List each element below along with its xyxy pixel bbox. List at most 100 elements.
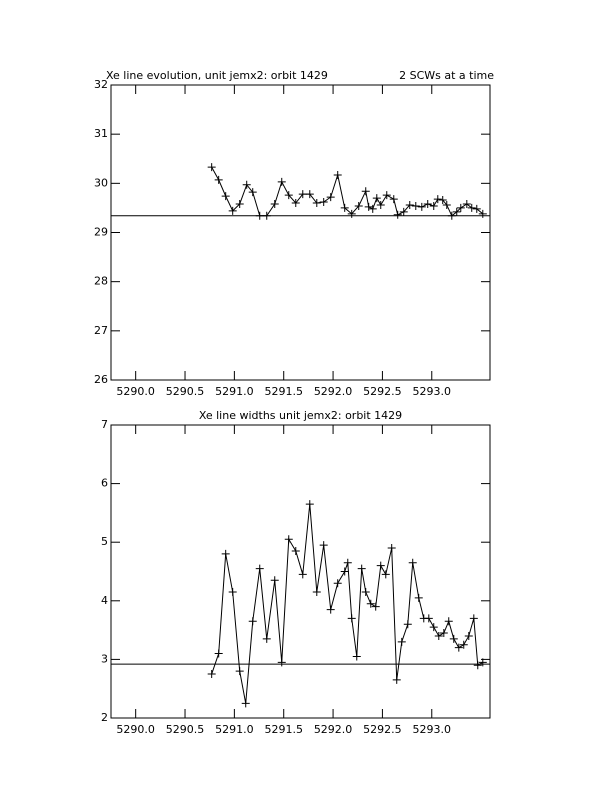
x-tick-label: 5291.5 bbox=[264, 385, 303, 398]
y-tick-label: 6 bbox=[101, 477, 108, 490]
data-point bbox=[452, 207, 461, 216]
chart-title: Xe line widths unit jemx2: orbit 1429 bbox=[199, 409, 402, 422]
x-tick-label: 5291.5 bbox=[264, 723, 303, 736]
x-tick-label: 5292.5 bbox=[363, 385, 402, 398]
data-point bbox=[352, 652, 361, 661]
data-point bbox=[439, 629, 448, 638]
data-point bbox=[354, 201, 363, 210]
data-point bbox=[340, 567, 349, 576]
data-point bbox=[248, 617, 257, 626]
y-tick-label: 27 bbox=[94, 324, 108, 337]
data-point bbox=[221, 192, 230, 201]
plot-frame bbox=[110, 84, 491, 381]
y-tick-label: 7 bbox=[101, 418, 108, 431]
data-point bbox=[392, 675, 401, 684]
data-point bbox=[414, 593, 423, 602]
data-point bbox=[326, 193, 335, 202]
data-point bbox=[403, 620, 412, 629]
data-point bbox=[393, 210, 402, 219]
data-point bbox=[284, 191, 293, 200]
plot-frame bbox=[110, 424, 491, 719]
data-point bbox=[347, 209, 356, 218]
data-point bbox=[366, 599, 375, 608]
data-point bbox=[326, 605, 335, 614]
data-point bbox=[389, 195, 398, 204]
data-point bbox=[399, 207, 408, 216]
y-tick-label: 26 bbox=[94, 373, 108, 386]
x-tick-label: 5290.5 bbox=[166, 723, 205, 736]
data-point bbox=[357, 564, 366, 573]
data-point bbox=[462, 199, 471, 208]
data-point bbox=[429, 201, 438, 210]
data-point bbox=[312, 199, 321, 207]
data-point bbox=[442, 200, 451, 209]
data-point bbox=[368, 204, 377, 213]
chart-subtitle: 2 SCWs at a time bbox=[399, 69, 494, 82]
data-point bbox=[270, 576, 279, 585]
data-point bbox=[376, 561, 385, 570]
data-point bbox=[467, 203, 476, 212]
x-tick-label: 5291.0 bbox=[215, 385, 254, 398]
y-tick-label: 5 bbox=[101, 535, 108, 548]
data-point bbox=[333, 579, 342, 588]
data-point bbox=[241, 699, 250, 708]
data-point bbox=[242, 180, 251, 189]
data-point bbox=[408, 558, 417, 567]
data-point bbox=[228, 588, 237, 597]
x-tick-label: 5292.0 bbox=[314, 385, 353, 398]
data-point bbox=[221, 549, 230, 558]
data-point bbox=[444, 617, 453, 626]
data-point bbox=[298, 190, 307, 199]
data-point bbox=[277, 177, 286, 186]
data-point bbox=[340, 203, 349, 212]
data-point bbox=[381, 570, 390, 579]
data-point bbox=[207, 670, 216, 679]
x-tick-label: 5293.0 bbox=[413, 385, 452, 398]
data-point bbox=[376, 200, 385, 209]
data-point bbox=[478, 209, 487, 218]
data-point bbox=[456, 203, 465, 212]
data-point bbox=[262, 211, 271, 220]
data-point bbox=[277, 658, 286, 667]
data-point bbox=[255, 211, 264, 220]
data-point bbox=[207, 163, 216, 172]
data-point bbox=[417, 202, 426, 211]
data-point bbox=[382, 191, 391, 200]
data-point bbox=[454, 643, 463, 652]
x-tick-label: 5292.0 bbox=[314, 723, 353, 736]
x-tick-label: 5292.5 bbox=[363, 723, 402, 736]
data-point bbox=[305, 190, 314, 199]
y-tick-label: 4 bbox=[101, 594, 108, 607]
chart-title: Xe line evolution, unit jemx2: orbit 142… bbox=[106, 69, 328, 82]
y-tick-label: 3 bbox=[101, 652, 108, 665]
data-point bbox=[298, 570, 307, 579]
data-point bbox=[405, 200, 414, 209]
x-tick-label: 5290.0 bbox=[116, 723, 155, 736]
y-tick-label: 29 bbox=[94, 226, 108, 239]
y-tick-label: 2 bbox=[101, 711, 108, 724]
data-point bbox=[464, 631, 473, 640]
data-point bbox=[472, 204, 481, 213]
data-line bbox=[211, 504, 484, 704]
data-point bbox=[364, 202, 373, 211]
x-tick-label: 5290.0 bbox=[116, 385, 155, 398]
data-point bbox=[284, 535, 293, 544]
data-point bbox=[387, 544, 396, 553]
data-point bbox=[347, 614, 356, 623]
data-point bbox=[434, 631, 443, 640]
data-point bbox=[214, 649, 223, 658]
data-point bbox=[319, 541, 328, 550]
data-point bbox=[473, 661, 482, 670]
data-point bbox=[447, 211, 456, 220]
data-point bbox=[361, 187, 370, 196]
data-point bbox=[429, 623, 438, 632]
data-point bbox=[361, 588, 370, 597]
data-point bbox=[438, 196, 447, 205]
data-point bbox=[343, 558, 352, 567]
data-point bbox=[262, 634, 271, 643]
data-point bbox=[372, 194, 381, 203]
x-tick-label: 5291.0 bbox=[215, 723, 254, 736]
data-point bbox=[424, 614, 433, 623]
data-point bbox=[235, 667, 244, 676]
data-point bbox=[478, 658, 487, 667]
